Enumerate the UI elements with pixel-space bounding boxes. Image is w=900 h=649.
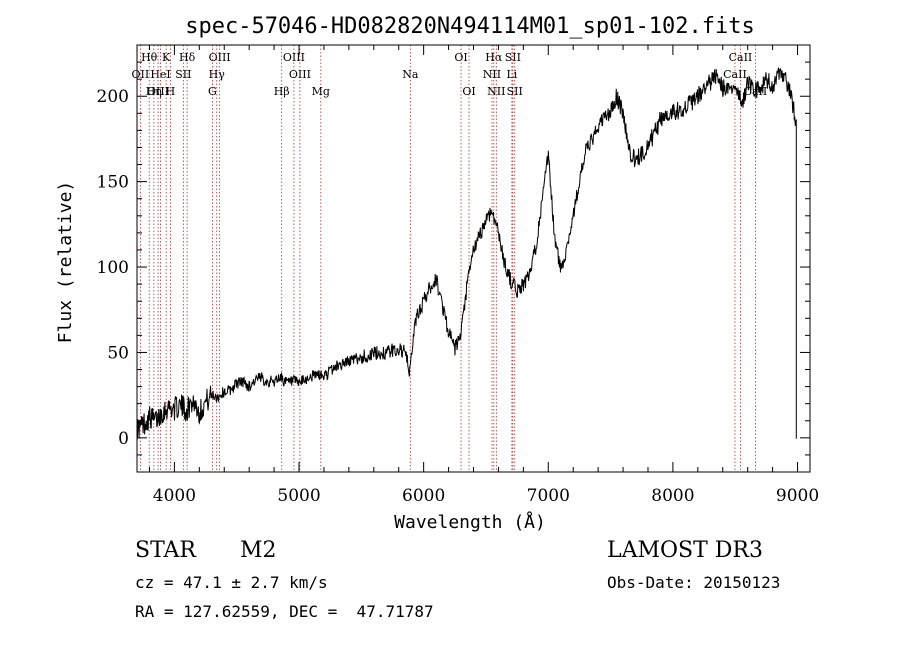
marker-label: Hα bbox=[485, 51, 503, 64]
spectrum-series bbox=[136, 67, 797, 442]
x-tick-label: 9000 bbox=[776, 486, 819, 506]
marker-label: SII bbox=[507, 85, 523, 98]
x-tick-label: 7000 bbox=[527, 486, 570, 506]
marker-label: OI bbox=[454, 51, 467, 64]
chart-title: spec-57046-HD082820N494114M01_sp01-102.f… bbox=[185, 14, 755, 39]
survey-label: LAMOST DR3 bbox=[607, 538, 763, 563]
marker-label: OIII bbox=[283, 51, 305, 64]
marker-label: OIII bbox=[289, 68, 311, 81]
marker-label: OIII bbox=[147, 85, 169, 98]
y-tick-label: 200 bbox=[97, 87, 129, 107]
marker-label: Mg bbox=[312, 85, 330, 98]
x-tick-label: 6000 bbox=[402, 486, 445, 506]
marker-label: Hθ bbox=[141, 51, 158, 64]
class-label: STAR bbox=[135, 538, 196, 563]
marker-label: CaII bbox=[723, 68, 747, 81]
subclass-label: M2 bbox=[240, 538, 277, 563]
coordinates-readout: RA = 127.62559, DEC = 47.71787 bbox=[135, 602, 434, 621]
y-axis-label: Flux (relative) bbox=[55, 181, 76, 344]
y-tick-label: 0 bbox=[118, 429, 129, 449]
spectrum-line bbox=[136, 67, 797, 442]
y-tick-label: 100 bbox=[97, 258, 129, 278]
obs-date-readout: Obs-Date: 20150123 bbox=[607, 573, 781, 592]
x-axis-label: Wavelength (Å) bbox=[394, 511, 546, 533]
marker-label: Hη bbox=[146, 85, 162, 98]
marker-label: HeI bbox=[150, 68, 170, 81]
plot-frame bbox=[136, 44, 811, 473]
marker-label: H bbox=[166, 85, 176, 98]
axes: 4000 5000 6000 7000 8000 9000 0 50 100 150 200 bbox=[97, 44, 819, 506]
marker-label: OII bbox=[132, 68, 150, 81]
cz-readout: cz = 47.1 ± 2.7 km/s bbox=[135, 573, 328, 592]
marker-label: SII bbox=[175, 68, 191, 81]
marker-label: Li bbox=[506, 68, 517, 81]
x-tick-label: 4000 bbox=[153, 486, 196, 506]
marker-label: CaII bbox=[729, 51, 753, 64]
x-tick-label: 8000 bbox=[651, 486, 694, 506]
x-tick-label: 5000 bbox=[277, 486, 320, 506]
marker-label: Hβ bbox=[274, 85, 290, 98]
marker-label: G bbox=[208, 85, 217, 98]
marker-label: Na bbox=[402, 68, 419, 81]
y-tick-label: 50 bbox=[107, 343, 129, 363]
marker-label: K bbox=[162, 51, 171, 64]
marker-label: Hγ bbox=[209, 68, 226, 81]
marker-label: Hδ bbox=[179, 51, 196, 64]
marker-label: SII bbox=[505, 51, 521, 64]
marker-label: OI bbox=[462, 85, 475, 98]
marker-label: NII bbox=[487, 85, 505, 98]
y-tick-label: 150 bbox=[97, 173, 129, 193]
marker-label: OIII bbox=[209, 51, 231, 64]
marker-label: NII bbox=[483, 68, 501, 81]
